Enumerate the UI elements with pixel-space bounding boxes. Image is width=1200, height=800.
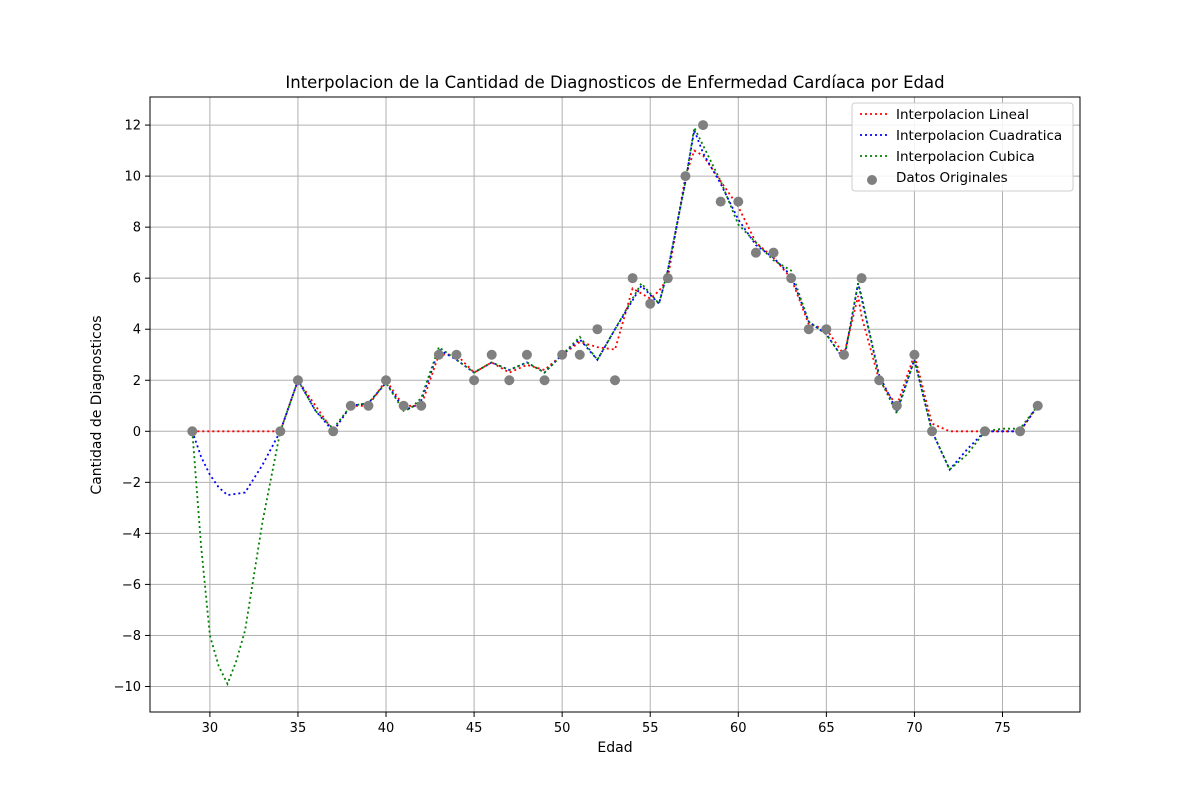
legend-label: Interpolacion Cubica	[896, 149, 1035, 165]
data-point	[521, 349, 532, 360]
data-point	[416, 400, 427, 411]
x-tick-label: 65	[818, 721, 835, 736]
legend-label: Datos Originales	[896, 170, 1008, 186]
grid-lines	[150, 97, 1080, 712]
data-point	[874, 375, 885, 386]
legend-label: Interpolacion Lineal	[896, 107, 1029, 123]
data-point	[821, 324, 832, 335]
y-axis-ticks: −10 −8 −6 −4 −2 0 2 4 6 8 10 12	[114, 119, 150, 695]
y-tick-label: −2	[122, 476, 141, 491]
x-tick-label: 50	[554, 721, 571, 736]
y-tick-label: 10	[124, 170, 141, 185]
data-point	[803, 324, 814, 335]
data-point	[750, 247, 761, 258]
data-point	[768, 247, 779, 258]
data-point	[187, 426, 198, 437]
data-point	[856, 273, 867, 284]
x-tick-label: 55	[642, 721, 659, 736]
data-point	[715, 196, 726, 207]
data-point	[469, 375, 480, 386]
data-point	[733, 196, 744, 207]
data-point	[451, 349, 462, 360]
x-tick-label: 75	[994, 721, 1011, 736]
y-tick-label: −4	[122, 527, 141, 542]
data-point	[909, 349, 920, 360]
data-point	[275, 426, 286, 437]
data-point	[698, 120, 709, 131]
y-tick-label: 2	[133, 374, 141, 389]
data-point	[610, 375, 620, 386]
y-tick-label: 6	[133, 272, 141, 287]
y-tick-label: −8	[122, 629, 141, 644]
x-tick-label: 35	[290, 721, 307, 736]
y-tick-label: 0	[133, 425, 141, 440]
y-axis-label: Cantidad de Diagnosticos	[89, 315, 105, 494]
data-point	[539, 375, 550, 386]
y-tick-label: 12	[124, 119, 141, 134]
x-tick-label: 60	[730, 721, 747, 736]
data-point	[891, 400, 902, 411]
data-point	[1015, 426, 1026, 437]
y-tick-label: −10	[114, 680, 141, 695]
data-point	[486, 349, 497, 360]
plot-frame	[149, 96, 1081, 713]
data-point	[680, 171, 691, 182]
data-point	[592, 324, 603, 335]
data-point	[398, 400, 409, 411]
series-line	[192, 149, 1039, 433]
legend-label: Interpolacion Cuadratica	[896, 128, 1062, 144]
scatter-points	[187, 120, 1043, 437]
legend: Interpolacion Lineal Interpolacion Cuadra…	[851, 102, 1074, 192]
data-point	[328, 426, 339, 437]
y-tick-label: 8	[133, 221, 141, 236]
x-tick-label: 45	[466, 721, 483, 736]
data-point	[345, 400, 356, 411]
data-point	[627, 273, 638, 284]
data-point	[1032, 400, 1043, 411]
data-point	[838, 349, 849, 360]
series-lines	[191, 124, 1039, 687]
legend-dot-swatch	[867, 175, 877, 185]
x-axis-ticks: 30 35 40 45 50 55 60 65 70 75	[202, 712, 1011, 736]
y-tick-label: −6	[122, 578, 141, 593]
legend-box	[851, 102, 1074, 192]
data-point	[786, 273, 797, 284]
data-point	[927, 426, 938, 437]
x-tick-label: 40	[378, 721, 395, 736]
series-line	[191, 126, 1039, 497]
data-point	[645, 298, 656, 309]
data-point	[979, 426, 990, 437]
x-axis-label: Edad	[597, 740, 632, 756]
data-point	[292, 375, 303, 386]
data-point	[363, 400, 374, 411]
data-point	[504, 375, 515, 386]
data-point	[381, 375, 392, 386]
data-point	[433, 349, 444, 360]
chart-title: Interpolacion de la Cantidad de Diagnost…	[285, 73, 944, 92]
x-tick-label: 70	[906, 721, 923, 736]
data-point	[662, 273, 673, 284]
x-tick-label: 30	[202, 721, 219, 736]
data-point	[557, 349, 568, 360]
y-tick-label: 4	[133, 323, 141, 338]
data-point	[574, 349, 585, 360]
